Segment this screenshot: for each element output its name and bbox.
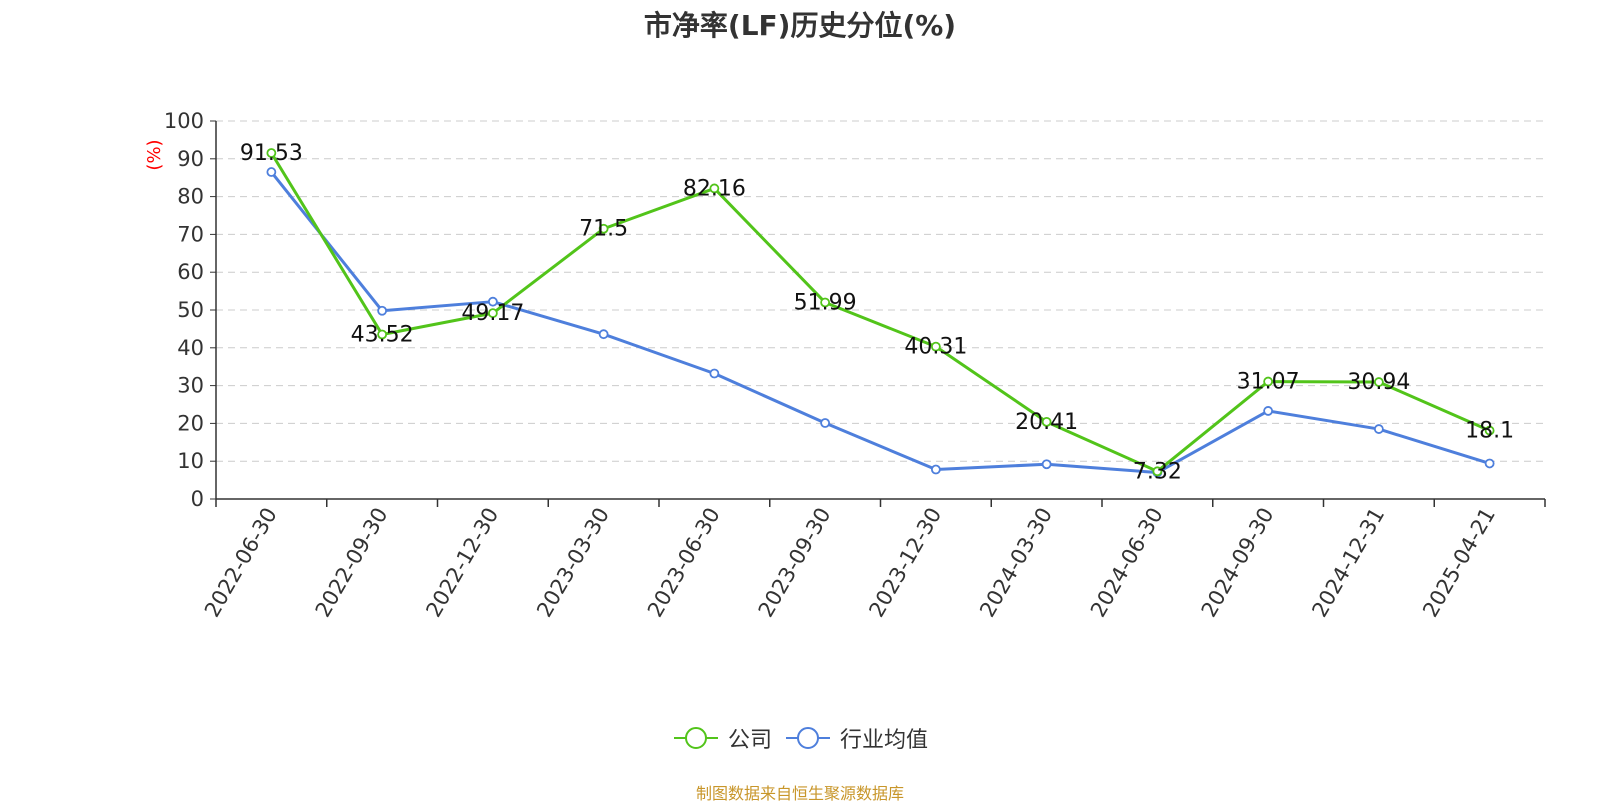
legend: 公司 行业均值 [0,722,1600,754]
data-point[interactable] [377,329,388,340]
x-tick-label: 2022-06-30 [200,504,282,622]
x-tick-label: 2022-12-30 [421,504,503,622]
data-point[interactable] [709,183,720,194]
data-point[interactable] [930,464,941,475]
data-label: 20.41 [1015,410,1078,435]
data-point[interactable] [1484,425,1495,436]
data-point[interactable] [1152,466,1163,477]
data-point[interactable] [820,418,831,428]
data-label: 18.1 [1465,419,1514,444]
y-tick-label: 100 [164,109,204,133]
x-tick-label: 2024-03-30 [975,504,1057,622]
grid-lines [216,120,1545,462]
data-point[interactable] [266,148,277,158]
legend-company-marker-icon [673,727,718,749]
x-tick-label: 2025-04-21 [1418,504,1500,622]
y-tick-label: 60 [177,260,204,284]
y-tick-label: 80 [177,185,204,209]
data-point[interactable] [598,329,609,340]
data-label: 82.16 [683,176,746,201]
data-point[interactable] [1373,424,1384,434]
x-tick-label: 2024-12-31 [1307,504,1389,622]
x-tick-label: 2023-06-30 [643,504,725,622]
data-point[interactable] [820,297,831,308]
legend-industry-marker-icon [786,727,830,749]
x-tick-label: 2024-09-30 [1197,504,1279,622]
y-tick-label: 40 [177,336,204,360]
y-tick-label: 20 [177,411,204,435]
y-tick-label: 10 [177,449,204,473]
y-axis-label: (%) [144,139,165,170]
data-labels: 91.53 43.52 49.17 71.5 82.16 51.99 40.31 20.41 7… [240,141,1514,484]
data-point[interactable] [487,308,498,319]
y-tick-label: 70 [177,222,204,246]
data-label: 51.99 [794,290,857,315]
data-point[interactable] [377,305,388,316]
data-point[interactable] [1263,406,1274,416]
data-label: 30.94 [1347,370,1410,395]
series-line-industry [270,171,1491,475]
data-point[interactable] [1484,458,1495,469]
data-point[interactable] [1041,416,1052,427]
chart-title: 市净率(LF)历史分位(%) [643,9,957,42]
x-tick-label: 2022-09-30 [311,504,393,622]
data-point[interactable] [709,368,720,379]
legend-label-industry: 行业均值 [840,728,929,753]
legend-item-industry[interactable]: 行业均值 [784,722,928,754]
data-point[interactable] [1373,377,1384,387]
y-tick-label: 50 [177,298,204,322]
x-tick-label: 2023-09-30 [754,504,836,622]
y-tick-label: 0 [191,487,204,511]
legend-label-company: 公司 [727,728,772,753]
data-label: 40.31 [904,335,967,360]
x-tick-label: 2023-12-30 [864,504,946,622]
data-point[interactable] [1041,459,1052,470]
legend-item-company[interactable]: 公司 [672,722,772,754]
series-line-company [270,152,1491,473]
source-note: 制图数据来自恒生聚源数据库 [695,784,904,803]
axes: 0 10 20 30 40 50 60 70 80 90 100 2022-06-30 2022-09-… [164,109,1546,622]
data-label: 7.32 [1133,459,1182,484]
data-label: 91.53 [240,141,303,166]
data-point[interactable] [266,167,277,177]
data-point[interactable] [487,296,498,307]
data-label: 31.07 [1237,370,1300,395]
data-point[interactable] [930,341,941,352]
data-point[interactable] [1263,376,1274,387]
series [266,148,1495,478]
data-label: 43.52 [351,322,414,347]
x-tick-label: 2023-03-30 [532,504,614,622]
y-tick-label: 30 [177,374,204,398]
data-label: 49.17 [461,301,524,326]
x-tick-label: 2024-06-30 [1086,504,1168,622]
data-label: 71.5 [579,217,628,242]
y-tick-label: 90 [177,147,204,171]
data-point[interactable] [598,223,609,234]
